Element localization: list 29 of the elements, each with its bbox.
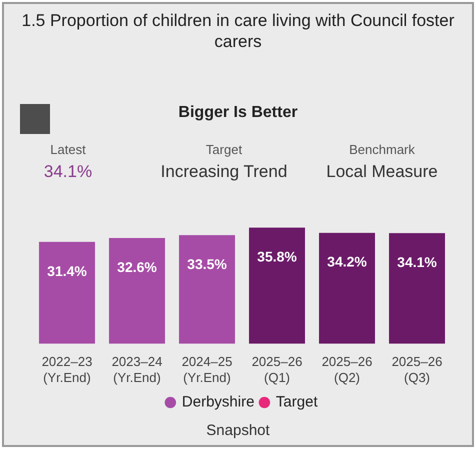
text: Latest [49,142,87,157]
text: Benchmark [348,142,416,157]
data-label: 34.1% [397,254,438,270]
data-label: 34.2% [327,254,368,270]
legend-label: Derbyshire [182,394,254,411]
bar [389,233,445,344]
data-label: 33.5% [187,256,228,272]
text: 34.1% [44,162,92,181]
chart-title: 1.5 Proportion of children in care living with Council foster carers [20,10,456,52]
text: Increasing Trend [160,162,288,182]
legend-label: Target [276,394,318,411]
data-label: 31.4% [47,262,88,279]
x-tick-label: 2022–23 (Yr.End) [42,354,92,385]
text: Snapshot [205,422,271,439]
bar [179,235,235,344]
x-tick-label: 2025–26 (Q3) [392,354,442,385]
bar [319,232,375,344]
text: Bigger Is Better [177,104,299,122]
bar [249,228,305,344]
x-tick-label: 2025–26 (Q1) [252,354,302,385]
x-tick-label: 2025–26 (Q2) [322,354,372,385]
data-label: 32.6% [117,258,158,275]
x-tick-label: 2024–25 (Yr.End) [182,354,232,385]
bar [109,238,165,344]
bar [39,242,95,344]
data-label: 35.8% [257,248,298,264]
text: Target [204,142,244,157]
text: Local Measure [326,162,438,181]
x-tick-label: 2023–24 (Yr.End) [112,354,162,385]
